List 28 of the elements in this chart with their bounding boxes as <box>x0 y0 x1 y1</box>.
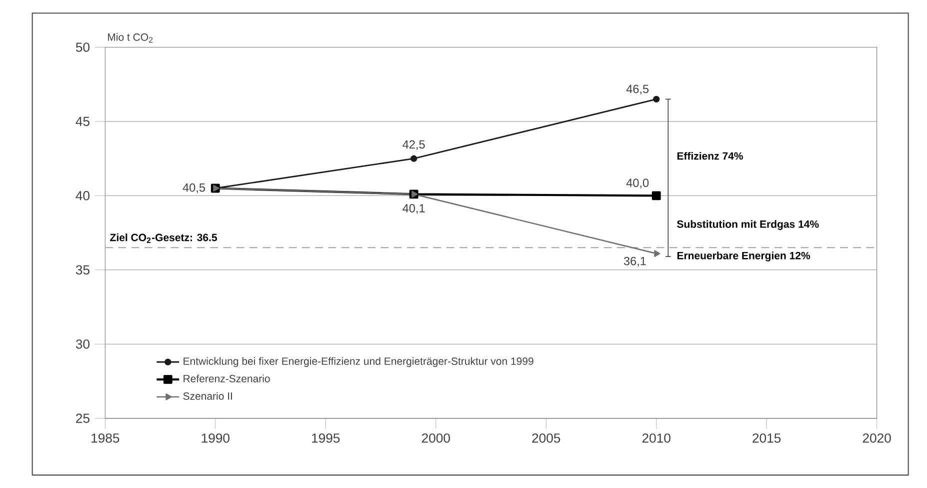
x-tick-label: 2020 <box>862 433 891 443</box>
x-tick-label: 2015 <box>752 433 781 443</box>
legend-label: Szenario II <box>183 392 232 400</box>
y-tick-label: 45 <box>76 116 90 126</box>
x-tick-label: 2000 <box>422 433 450 443</box>
legend-label: Referenz-Szenario <box>184 374 270 382</box>
data-label: 40,1 <box>402 204 425 214</box>
data-label: 46,5 <box>626 84 649 94</box>
annotation: Erneuerbare Energien 12% <box>677 252 810 262</box>
annotation: Substitution mit Erdgas 14% <box>677 220 819 230</box>
x-tick-label: 1990 <box>202 433 230 443</box>
y-tick-label: 40 <box>76 190 90 200</box>
y-tick-label: 25 <box>76 414 90 423</box>
data-label: 40,0 <box>626 178 649 188</box>
ref-line-label: Ziel CO$_{2}$-Gesetz: 36.5 <box>110 233 217 243</box>
y-axis-title: Mio t CO$_{2}$ <box>108 33 153 43</box>
x-tick-label: 1985 <box>92 433 120 443</box>
legend-label: Entwicklung bei fixer Energie-Effizienz und Energieträger-Struktur von 1999 <box>184 357 534 367</box>
x-tick-label: 1995 <box>312 433 340 443</box>
data-label: 40,5 <box>182 183 205 194</box>
x-tick-label: 2010 <box>642 433 670 443</box>
y-tick-label: 35 <box>76 265 90 274</box>
annotation: Effizienz 74% <box>677 152 743 160</box>
y-tick-label: 50 <box>76 42 90 52</box>
data-label: 36,1 <box>624 256 646 267</box>
x-tick-label: 2005 <box>532 433 560 443</box>
y-tick-label: 30 <box>76 339 90 349</box>
data-label: 42,5 <box>402 140 425 150</box>
